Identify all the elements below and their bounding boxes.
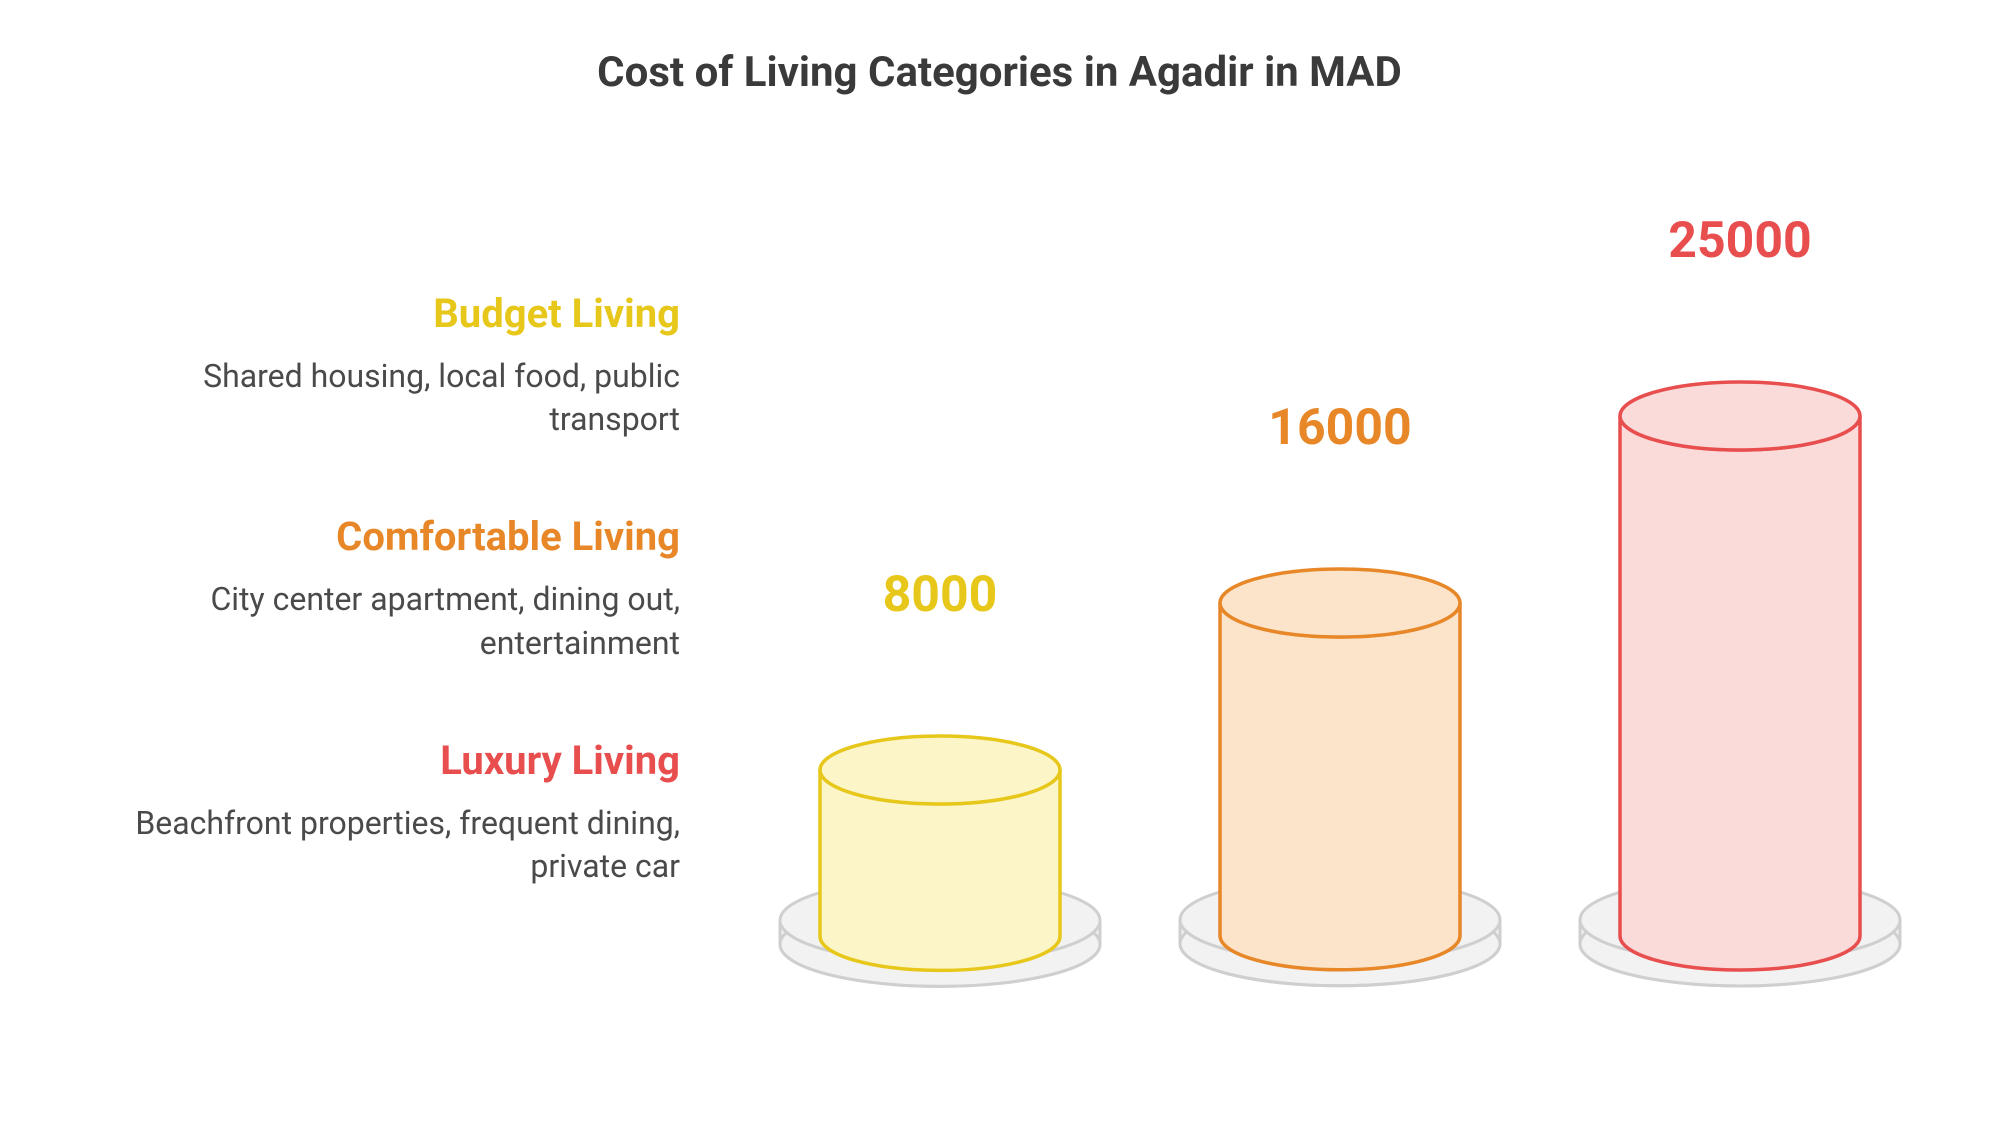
legend-title-comfortable: Comfortable Living — [80, 513, 680, 560]
legend: Budget Living Shared housing, local food… — [80, 290, 680, 960]
value-label-luxury: 25000 — [1560, 212, 1920, 270]
cylinder-chart: 8000 16000 25000 — [760, 140, 1960, 1040]
cylinder-svg-luxury — [1576, 284, 1904, 990]
cylinder-budget: 8000 — [760, 566, 1120, 990]
cylinder-svg-comfortable — [1176, 471, 1504, 990]
legend-desc-budget: Shared housing, local food, public trans… — [80, 355, 680, 441]
legend-title-budget: Budget Living — [80, 290, 680, 337]
chart-title: Cost of Living Categories in Agadir in M… — [0, 48, 1999, 97]
legend-desc-luxury: Beachfront properties, frequent dining, … — [80, 802, 680, 888]
cylinder-luxury: 25000 — [1560, 212, 1920, 990]
cylinder-comfortable: 16000 — [1160, 399, 1520, 990]
legend-item-comfortable: Comfortable Living City center apartment… — [80, 513, 680, 664]
legend-title-luxury: Luxury Living — [80, 737, 680, 784]
legend-item-budget: Budget Living Shared housing, local food… — [80, 290, 680, 441]
cylinder-svg-budget — [776, 638, 1104, 990]
value-label-comfortable: 16000 — [1160, 399, 1520, 457]
legend-desc-comfortable: City center apartment, dining out, enter… — [80, 578, 680, 664]
value-label-budget: 8000 — [760, 566, 1120, 624]
legend-item-luxury: Luxury Living Beachfront properties, fre… — [80, 737, 680, 888]
